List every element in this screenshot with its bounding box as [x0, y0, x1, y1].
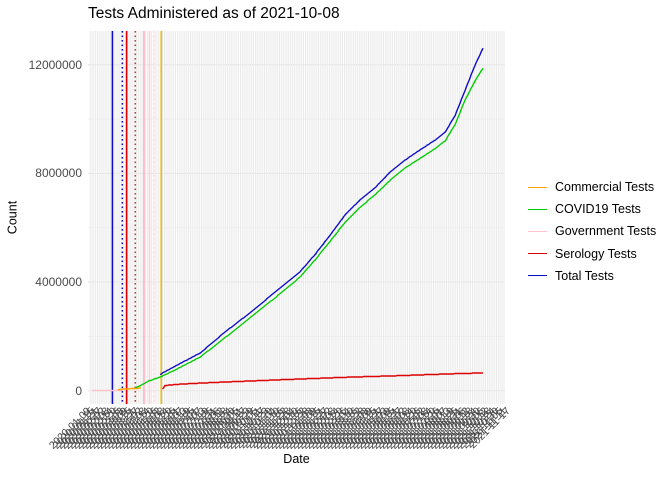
legend-item: Total Tests: [528, 265, 656, 287]
legend-item: COVID19 Tests: [528, 198, 656, 220]
x-axis-labels: 2020-01-092020-01-152020-01-212020-01-27…: [47, 405, 513, 452]
legend-key-line: [528, 186, 547, 188]
legend-item-label: Total Tests: [555, 268, 614, 283]
x-axis-title: Date: [283, 452, 310, 466]
x-gridlines: [89, 31, 505, 404]
y-axis-title: Count: [5, 200, 20, 235]
y-tick-label: 0: [75, 384, 82, 398]
series-lines: [92, 47, 484, 392]
legend-item-label: Government Tests: [555, 224, 657, 239]
legend: Commercial Tests COVID19 Tests Government …: [528, 176, 656, 287]
legend-key-line: [528, 275, 547, 277]
y-tick-label: 8000000: [35, 166, 82, 180]
series-total-tests: [159, 47, 484, 376]
y-tick-label: 4000000: [35, 275, 82, 289]
legend-item-label: COVID19 Tests: [555, 202, 641, 217]
plot-title: Tests Administered as of 2021-10-08: [88, 5, 340, 22]
legend-item: Commercial Tests: [528, 176, 656, 198]
series-serology-tests: [161, 372, 484, 390]
legend-item-label: Serology Tests: [555, 246, 637, 261]
event-vlines: [111, 31, 163, 404]
legend-key-line: [528, 230, 547, 232]
series-commercial-tests: [118, 387, 142, 391]
y-tick-label: 12000000: [28, 58, 82, 72]
legend-item-label: Commercial Tests: [555, 180, 655, 195]
legend-item: Government Tests: [528, 220, 656, 242]
legend-key-line: [528, 253, 547, 255]
series-covid19-tests: [135, 67, 484, 389]
legend-item: Serology Tests: [528, 243, 656, 265]
legend-key-line: [528, 208, 547, 210]
